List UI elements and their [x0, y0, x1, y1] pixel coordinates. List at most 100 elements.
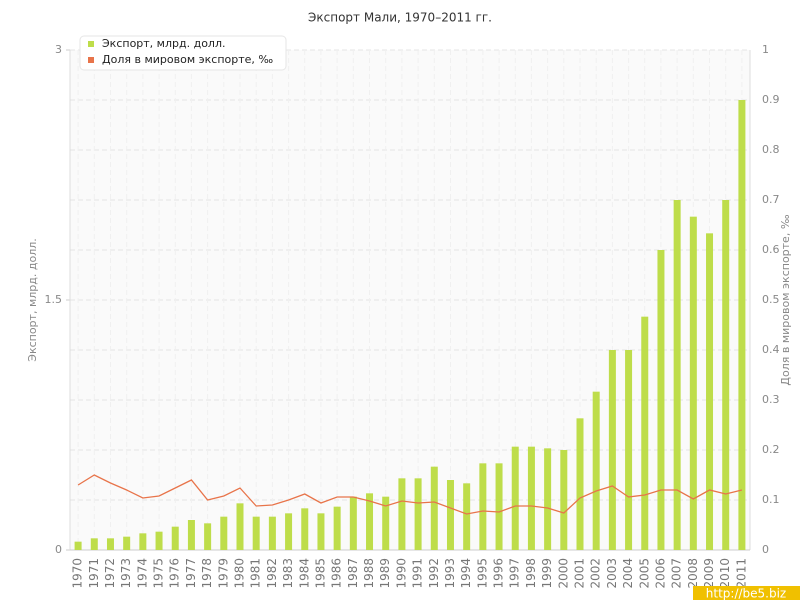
x-tick-label: 1997	[508, 558, 522, 589]
bar	[268, 516, 276, 550]
legend-box	[79, 35, 287, 71]
x-tick-label: 1993	[443, 558, 457, 589]
bar	[738, 100, 746, 550]
x-tick-label: 1978	[200, 558, 214, 589]
legend-swatch	[88, 41, 94, 47]
x-tick-label: 1999	[540, 558, 554, 589]
x-tick-label: 1994	[459, 558, 473, 589]
bar	[463, 483, 471, 550]
y2-tick-label: 0.2	[762, 443, 780, 456]
bar	[446, 480, 454, 550]
chart-title: Экспорт Мали, 1970–2011 гг.	[308, 11, 492, 25]
bar	[204, 523, 212, 550]
y2-tick-label: 0	[762, 543, 769, 556]
bar	[74, 541, 82, 550]
bar	[123, 536, 131, 550]
bar	[366, 493, 374, 550]
x-tick-label: 1992	[427, 558, 441, 589]
bar	[398, 478, 406, 550]
bar	[625, 350, 633, 550]
x-tick-label: 1987	[346, 558, 360, 589]
x-tick-label: 1990	[394, 558, 408, 589]
x-tick-label: 1976	[168, 558, 182, 589]
bar	[560, 450, 568, 550]
bar	[544, 448, 552, 550]
bar	[576, 418, 584, 550]
x-tick-label: 1985	[313, 558, 327, 589]
x-tick-label: 1988	[362, 558, 376, 589]
bar	[706, 233, 714, 551]
x-tick-label: 2004	[621, 558, 635, 589]
legend-label: Доля в мировом экспорте, ‰	[102, 53, 273, 66]
x-tick-label: 1972	[103, 558, 117, 589]
bar	[673, 200, 681, 550]
legend-swatch	[88, 57, 94, 63]
y-tick-label: 3	[55, 43, 62, 56]
y2-tick-label: 0.9	[762, 93, 780, 106]
bar	[301, 508, 309, 550]
bar	[236, 503, 244, 550]
x-tick-label: 1982	[265, 558, 279, 589]
bar	[689, 216, 697, 550]
x-tick-label: 1995	[475, 558, 489, 589]
bar	[495, 463, 503, 550]
x-tick-label: 2008	[686, 558, 700, 589]
y2-tick-label: 0.6	[762, 243, 780, 256]
x-tick-label: 1979	[216, 558, 230, 589]
x-tick-label: 2003	[605, 558, 619, 589]
bar	[139, 533, 147, 550]
x-tick-label: 1974	[135, 558, 149, 589]
y2-tick-label: 1	[762, 43, 769, 56]
x-tick-label: 1980	[233, 558, 247, 589]
y-tick-label: 1.5	[45, 293, 63, 306]
x-tick-label: 1983	[281, 558, 295, 589]
x-tick-label: 2006	[653, 558, 667, 589]
watermark-bg	[693, 586, 800, 600]
bar	[317, 513, 325, 550]
x-tick-label: 1991	[411, 558, 425, 589]
x-tick-label: 2010	[718, 558, 732, 589]
y-tick-label: 0	[55, 543, 62, 556]
bar	[220, 516, 228, 550]
bar	[90, 538, 98, 550]
bar	[187, 520, 195, 550]
bar	[479, 463, 487, 550]
bar	[657, 250, 665, 550]
bar	[252, 516, 260, 550]
x-tick-label: 2005	[637, 558, 651, 589]
bar	[285, 513, 293, 550]
bar	[349, 496, 357, 550]
x-tick-label: 2011	[734, 558, 748, 589]
bar	[430, 466, 438, 550]
x-tick-label: 1973	[119, 558, 133, 589]
bar	[608, 350, 616, 550]
y-axis-title: Экспорт, млрд. долл.	[26, 238, 39, 361]
x-tick-label: 2000	[556, 558, 570, 589]
x-tick-label: 1970	[71, 558, 85, 589]
bar	[592, 391, 600, 550]
x-tick-label: 2007	[670, 558, 684, 589]
x-tick-label: 1986	[330, 558, 344, 589]
bar	[414, 478, 422, 550]
bar	[155, 531, 163, 550]
x-tick-label: 1996	[492, 558, 506, 589]
y2-axis-title: Доля в мировом экспорте, ‰	[779, 214, 792, 385]
x-tick-label: 1975	[152, 558, 166, 589]
x-tick-label: 2001	[573, 558, 587, 589]
x-tick-label: 2009	[702, 558, 716, 589]
y2-tick-label: 0.7	[762, 193, 780, 206]
bar	[106, 538, 114, 550]
y2-tick-label: 0.1	[762, 493, 780, 506]
x-tick-label: 1998	[524, 558, 538, 589]
y2-tick-label: 0.8	[762, 143, 780, 156]
x-tick-label: 1981	[249, 558, 263, 589]
bar	[722, 200, 730, 550]
bar	[511, 446, 519, 550]
x-tick-label: 1989	[378, 558, 392, 589]
bar	[382, 496, 390, 550]
legend-label: Экспорт, млрд. долл.	[102, 37, 225, 50]
bar	[333, 506, 341, 550]
bar	[641, 316, 649, 550]
y2-tick-label: 0.4	[762, 343, 780, 356]
